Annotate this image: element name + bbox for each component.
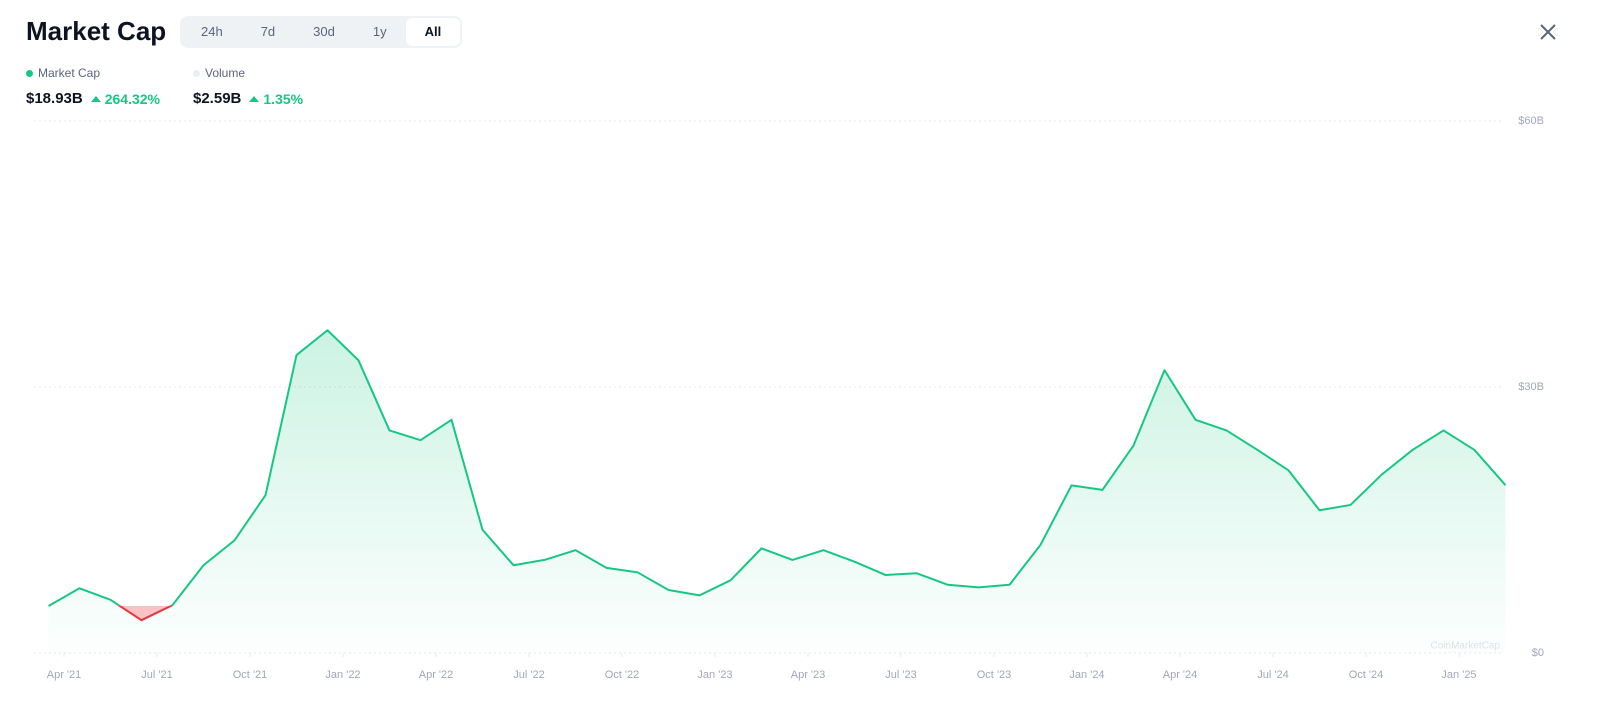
x-tick-label: Oct '21 (233, 669, 268, 681)
x-tick-label: Apr '22 (419, 669, 454, 681)
range-tab[interactable]: 30d (313, 24, 335, 39)
stat-change: 264.32% (91, 91, 160, 107)
stat-change: 1.35% (249, 91, 303, 107)
x-tick-label: Apr '23 (791, 669, 826, 681)
watermark: CoinMarketCap (1431, 641, 1501, 652)
x-tick-label: Oct '23 (977, 669, 1012, 681)
y-tick-label: $0 (1532, 647, 1544, 659)
title: Market Cap (26, 16, 167, 46)
stat-value: $2.59B (193, 90, 242, 107)
legend-label: Volume (205, 66, 246, 80)
x-tick-label: Oct '24 (1349, 669, 1384, 681)
range-tab[interactable]: 1y (372, 24, 387, 39)
line (48, 329, 1507, 622)
x-tick-label: Jan '22 (325, 669, 360, 681)
x-tick-label: Apr '24 (1163, 669, 1198, 681)
legend-dot (193, 69, 200, 77)
x-tick-label: Oct '22 (605, 669, 640, 681)
x-tick-label: Jul '23 (885, 669, 916, 681)
close-button[interactable] (1538, 22, 1558, 42)
stat: Volume $2.59B 1.35% (193, 66, 303, 107)
x-tick-label: Jan '24 (1069, 669, 1104, 681)
range-tab[interactable]: 7d (260, 24, 276, 39)
range-tab[interactable]: All (405, 18, 461, 46)
x-tick-label: Jul '21 (141, 669, 172, 681)
below-line (118, 606, 173, 622)
y-tick-label: $60B (1518, 115, 1544, 127)
y-tick-label: $30B (1518, 381, 1544, 393)
x-tick-label: Jul '22 (513, 669, 544, 681)
x-tick-label: Jul '24 (1257, 669, 1288, 681)
stat: Market Cap $18.93B 264.32% (26, 66, 160, 107)
x-tick-label: Jan '23 (697, 669, 732, 681)
below-area (110, 606, 173, 621)
x-tick-label: Apr '21 (47, 669, 82, 681)
stat-value: $18.93B (26, 90, 83, 107)
area (48, 330, 1506, 653)
legend-label: Market Cap (38, 66, 101, 80)
legend-dot (26, 69, 33, 77)
x-tick-label: Jan '25 (1441, 669, 1476, 681)
range-tab[interactable]: 24h (201, 24, 223, 39)
range-tabs: 24h 7d 30d 1y All (180, 16, 463, 48)
